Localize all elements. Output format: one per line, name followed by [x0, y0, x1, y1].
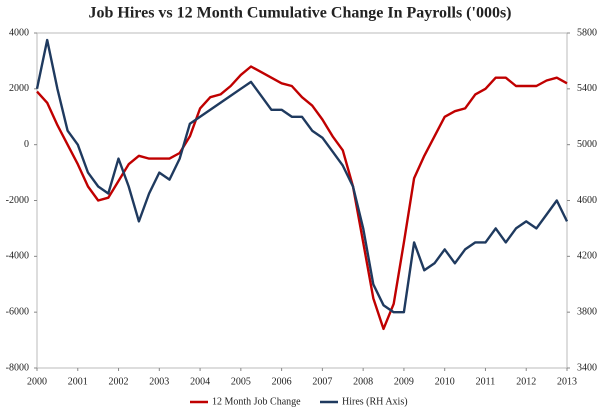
y-tick-label: 2000 [9, 83, 29, 94]
x-tick-label: 2004 [190, 376, 210, 387]
y-tick-label: -6000 [6, 306, 29, 317]
x-tick-label: 2003 [149, 376, 169, 387]
x-tick-label: 2006 [272, 376, 292, 387]
x-tick-label: 2013 [557, 376, 577, 387]
series-line [35, 38, 569, 314]
legend-label: Hires (RH Axis) [342, 396, 408, 407]
chart-title: Job Hires vs 12 Month Cumulative Change … [89, 5, 512, 22]
legend-label: 12 Month Job Change [212, 396, 301, 407]
y2-tick-label: 3400 [577, 362, 597, 373]
y2-tick-label: 4200 [577, 251, 597, 262]
y2-tick-label: 5000 [577, 139, 597, 150]
y2-tick-label: 4600 [577, 195, 597, 206]
x-tick-label: 2002 [109, 376, 129, 387]
x-tick-label: 2000 [27, 376, 47, 387]
y2-tick-label: 5800 [577, 27, 597, 38]
x-tick-label: 2001 [68, 376, 88, 387]
y-tick-label: -8000 [6, 362, 29, 373]
y-tick-label: -4000 [6, 251, 29, 262]
y2-tick-label: 3800 [577, 306, 597, 317]
x-tick-label: 2012 [516, 376, 536, 387]
series-line [36, 65, 568, 331]
x-tick-label: 2007 [312, 376, 332, 387]
y-tick-label: -2000 [6, 195, 29, 206]
x-tick-label: 2011 [476, 376, 496, 387]
y2-tick-label: 5400 [577, 83, 597, 94]
x-tick-label: 2008 [353, 376, 373, 387]
plot-frame [36, 32, 568, 369]
x-tick-label: 2010 [435, 376, 455, 387]
y-tick-label: 4000 [9, 27, 29, 38]
x-tick-label: 2005 [231, 376, 251, 387]
x-tick-label: 2009 [394, 376, 414, 387]
y-tick-label: 0 [24, 139, 29, 150]
